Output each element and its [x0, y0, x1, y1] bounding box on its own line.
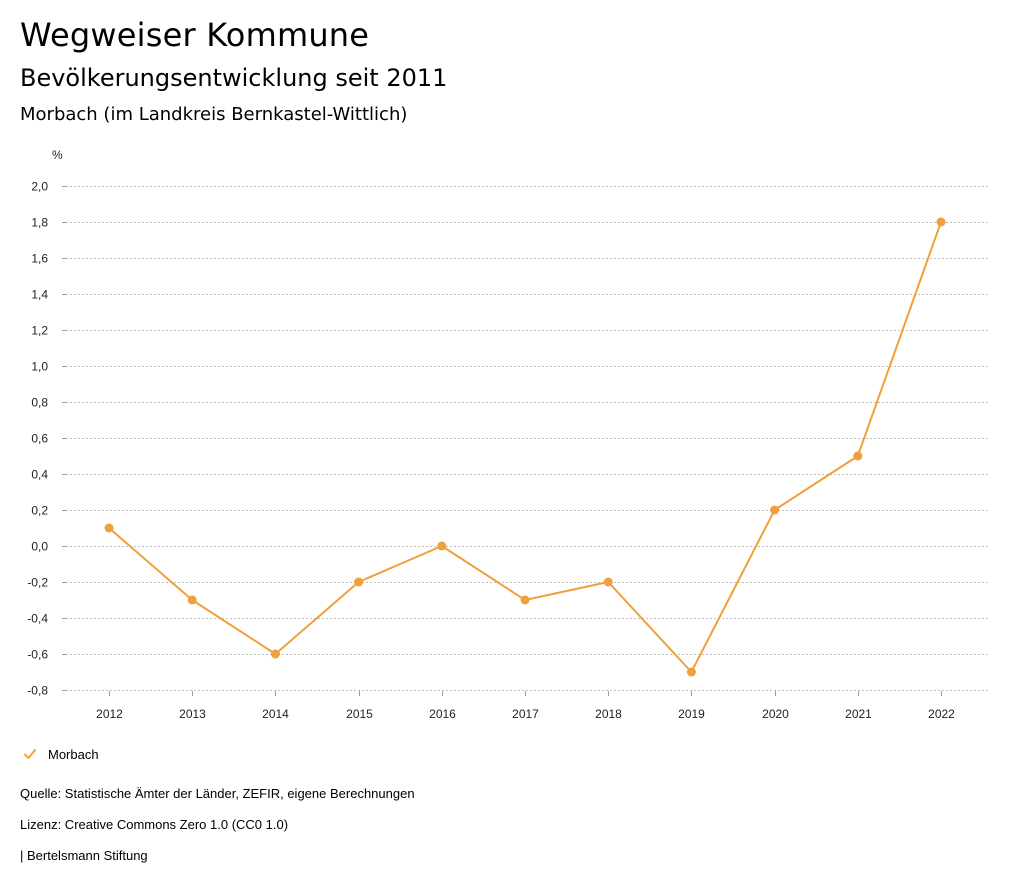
data-point — [936, 217, 946, 227]
data-point — [686, 667, 696, 677]
grid-lines — [62, 186, 990, 691]
x-tick-label: 2022 — [928, 707, 955, 721]
legend-label: Morbach — [48, 746, 99, 762]
y-tick-label: 0,6 — [31, 432, 48, 446]
y-tick-label: 1,4 — [31, 288, 48, 302]
x-tick-label: 2020 — [762, 707, 789, 721]
data-point — [520, 595, 530, 605]
x-tick-label: 2017 — [512, 707, 539, 721]
y-tick-label: 0,2 — [31, 504, 48, 518]
page-title: Wegweiser Kommune — [20, 16, 370, 54]
data-point — [354, 577, 364, 587]
data-point — [270, 649, 280, 659]
checkmark-icon — [24, 749, 36, 759]
y-tick-label: 1,0 — [31, 360, 48, 374]
legend[interactable]: Morbach — [22, 744, 99, 764]
x-tick-label: 2021 — [845, 707, 872, 721]
y-tick-label: -0,2 — [27, 576, 48, 590]
x-tick-label: 2013 — [179, 707, 206, 721]
x-axis-ticks: 2012 2013 2014 2015 2016 2017 2018 2019 2020 2021… — [96, 691, 955, 721]
region-label: Morbach (im Landkreis Bernkastel-Wittlic… — [20, 104, 408, 125]
data-point — [187, 595, 197, 605]
x-tick-label: 2015 — [346, 707, 373, 721]
x-tick-label: 2019 — [678, 707, 705, 721]
y-tick-label: -0,6 — [27, 648, 48, 662]
y-tick-label: 1,6 — [31, 252, 48, 266]
data-point — [853, 451, 863, 461]
y-axis-ticks: 2,0 1,8 1,6 1,4 1,2 1,0 0,8 0,6 0,4 0,2 0,0 -0,2 -0,… — [27, 180, 48, 698]
source-note: Quelle: Statistische Ämter der Länder, Z… — [20, 786, 415, 801]
y-tick-label: 0,4 — [31, 468, 48, 482]
y-tick-label: -0,4 — [27, 612, 48, 626]
line-chart: % 2,0 1,8 1,6 1,4 1,2 1,0 0,8 0,6 0,4 0,2 0,0 -0,2 -… — [27, 148, 990, 721]
x-tick-label: 2018 — [595, 707, 622, 721]
x-tick-label: 2012 — [96, 707, 123, 721]
publisher-note: | Bertelsmann Stiftung — [20, 848, 148, 863]
data-point — [437, 541, 447, 551]
series-morbach — [104, 217, 946, 677]
y-tick-label: 1,8 — [31, 216, 48, 230]
data-point — [770, 505, 780, 515]
y-tick-label: 2,0 — [31, 180, 48, 194]
license-note: Lizenz: Creative Commons Zero 1.0 (CC0 1… — [20, 817, 289, 832]
data-point — [603, 577, 613, 587]
x-tick-label: 2014 — [262, 707, 289, 721]
x-tick-label: 2016 — [429, 707, 456, 721]
chart-subtitle: Bevölkerungsentwicklung seit 2011 — [20, 64, 448, 92]
y-axis-unit-label: % — [52, 148, 63, 162]
y-tick-label: -0,8 — [27, 684, 48, 698]
y-tick-label: 1,2 — [31, 324, 48, 338]
y-tick-label: 0,8 — [31, 396, 48, 410]
y-tick-label: 0,0 — [31, 540, 48, 554]
data-point — [104, 523, 114, 533]
